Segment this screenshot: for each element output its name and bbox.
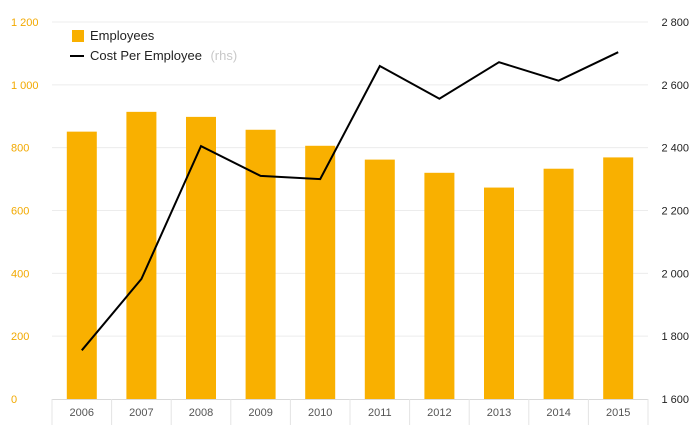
y-left-tick-label-2: 400 (11, 268, 29, 280)
y-left-tick-label-3: 600 (11, 206, 29, 218)
x-tick-label-2011: 2011 (368, 407, 392, 419)
x-tick-label-2010: 2010 (308, 407, 332, 419)
bar-2006 (66, 131, 97, 399)
legend-label-employees: Employees (90, 28, 155, 43)
bar-2010 (305, 145, 336, 399)
bar-2013 (484, 187, 514, 399)
legend-label-rhs: (rhs) (210, 48, 237, 63)
y-left-tick-label-1: 200 (11, 331, 29, 343)
axes: 2006 2007 2008 2009 2010 2011 2012 2013 2014 2015… (11, 17, 689, 425)
y-right-tick-label-2: 2 000 (661, 268, 689, 280)
x-tick-label-2015: 2015 (606, 407, 630, 419)
y-left-tick-label-6: 1 200 (11, 17, 39, 29)
legend-label-cost-per-employee-name: Cost Per Employee (90, 48, 202, 63)
y-left-tick-label-5: 1 000 (11, 80, 39, 92)
y-left-tick-label-4: 800 (11, 143, 29, 155)
x-tick-label-2009: 2009 (248, 407, 272, 419)
legend: Employees Cost Per Employee (rhs) (70, 28, 237, 64)
bar-2009 (245, 129, 276, 400)
y-right-tick-label-1: 1 800 (661, 331, 689, 343)
bar-2011 (364, 159, 395, 399)
bar-2014 (543, 168, 574, 399)
legend-label-cost-per-employee: Cost Per Employee (rhs) (90, 47, 237, 64)
line-series-cost-per-employee (81, 51, 619, 351)
bar-2012 (424, 172, 455, 399)
line-path-cost-per-employee (81, 51, 619, 351)
bar-2015 (603, 157, 634, 399)
bar-2008 (186, 116, 216, 400)
x-tick-label-2008: 2008 (189, 407, 213, 419)
x-tick-label-2006: 2006 (70, 407, 94, 419)
y-right-tick-label-4: 2 400 (661, 143, 689, 155)
y-right-tick-label-3: 2 200 (661, 206, 689, 218)
bar-series-employees (66, 111, 634, 400)
y-left-tick-label-0: 0 (11, 394, 17, 406)
x-tick-label-2014: 2014 (546, 407, 570, 419)
legend-swatch-employees (72, 30, 84, 42)
x-tick-label-2007: 2007 (129, 407, 153, 419)
x-tick-label-2013: 2013 (487, 407, 511, 419)
y-right-tick-label-0: 1 600 (661, 394, 689, 406)
y-right-tick-label-6: 2 800 (661, 17, 689, 29)
y-right-tick-label-5: 2 600 (661, 80, 689, 92)
x-tick-label-2012: 2012 (427, 407, 451, 419)
